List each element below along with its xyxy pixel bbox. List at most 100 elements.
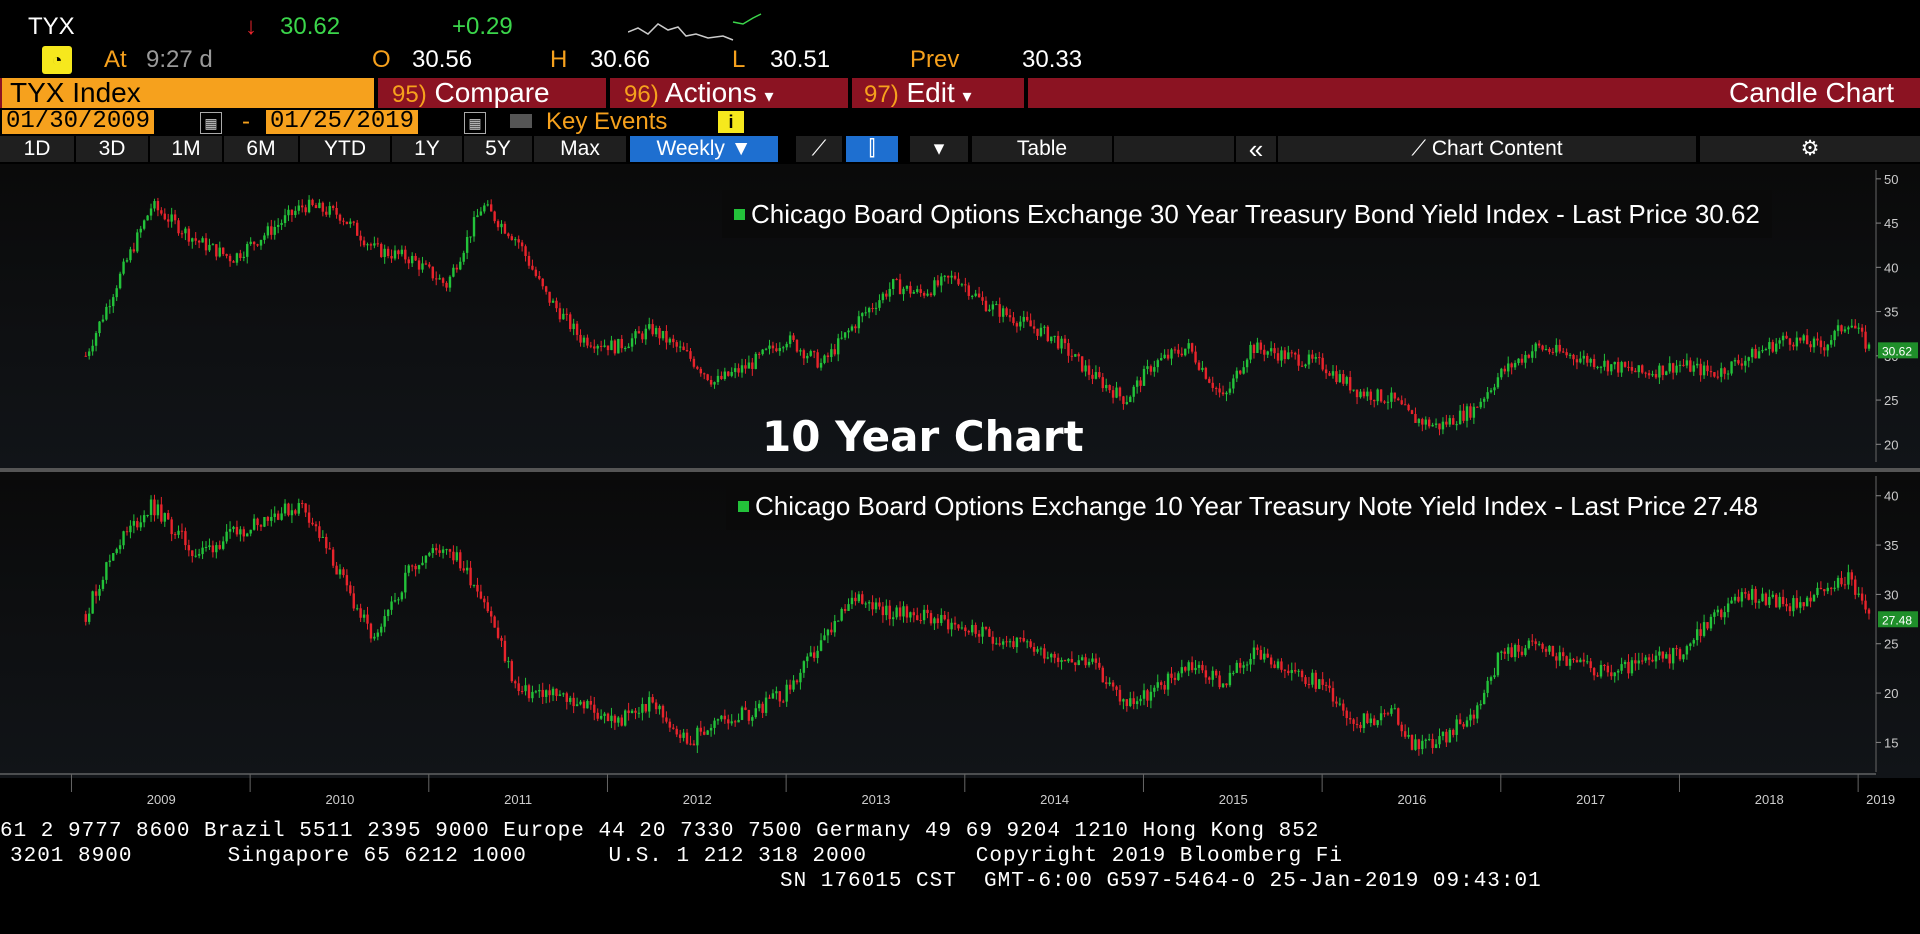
period-ytd[interactable]: YTD — [300, 136, 390, 162]
candle-body — [1359, 391, 1362, 398]
info-icon[interactable]: i — [718, 111, 744, 133]
candle-body — [685, 350, 689, 352]
chart-options-dropdown[interactable]: ▾ — [910, 136, 968, 162]
candle-body — [1400, 400, 1403, 405]
period-max[interactable]: Max — [534, 136, 626, 162]
gear-icon[interactable]: ⚙ — [1700, 136, 1920, 162]
collapse-button[interactable]: « — [1236, 136, 1276, 162]
period-5y[interactable]: 5Y — [464, 136, 532, 162]
candle-body — [1204, 367, 1208, 379]
candle-body — [843, 332, 847, 338]
candle-body — [1785, 603, 1788, 607]
candle-body — [802, 350, 806, 359]
start-date-field[interactable]: 01/30/2009 — [2, 110, 155, 134]
candle-body — [1414, 413, 1417, 423]
candle-body — [682, 346, 685, 351]
candle-body — [1190, 343, 1194, 352]
x-tick-label: 2011 — [504, 792, 532, 807]
key-events-label[interactable]: Key Events — [546, 108, 668, 135]
candle-body — [489, 611, 493, 617]
candle-body — [362, 240, 366, 246]
candle-body — [235, 253, 239, 263]
candle-body — [500, 637, 503, 641]
candle-body — [1479, 704, 1482, 706]
security-field[interactable]: TYX Index — [2, 78, 374, 108]
candle-body — [1180, 353, 1184, 356]
period-1y[interactable]: 1Y — [392, 136, 462, 162]
candle-body — [1156, 682, 1159, 688]
candle-body — [1452, 729, 1455, 735]
key-events-checkbox[interactable] — [510, 114, 532, 128]
candle-body — [1534, 343, 1537, 352]
candle-body — [1579, 659, 1582, 663]
x-tick-label: 2010 — [325, 792, 354, 807]
candle-body — [259, 239, 263, 246]
candle-body — [390, 256, 393, 259]
y-tick-label: 45 — [1884, 216, 1898, 231]
candle-body — [991, 304, 995, 310]
candle-body — [1335, 701, 1338, 704]
period-3d[interactable]: 3D — [76, 136, 148, 162]
candle-body — [149, 499, 153, 515]
candle-body — [1682, 364, 1685, 366]
chart-content-icon: ⟋ — [1411, 137, 1427, 160]
candle-body — [785, 684, 788, 702]
candle-body — [1331, 688, 1335, 702]
candle-body — [1043, 326, 1046, 328]
panel-divider[interactable] — [0, 468, 1920, 472]
period-1m[interactable]: 1M — [150, 136, 222, 162]
candle-body — [1115, 686, 1118, 690]
candle-body — [352, 221, 355, 223]
candle-body — [1307, 683, 1311, 685]
candle-body — [569, 314, 572, 330]
candle-body — [644, 328, 648, 340]
period-6m[interactable]: 6M — [224, 136, 298, 162]
candle-body — [1015, 323, 1019, 327]
candle-body — [706, 730, 709, 735]
candle-body — [757, 353, 761, 355]
candle-body — [1510, 647, 1513, 658]
footer-line-2: 3201 8900 Singapore 65 6212 1000 U.S. 1 … — [10, 845, 1344, 868]
calendar-icon[interactable]: ▦ — [200, 112, 222, 134]
candle-body — [699, 727, 702, 732]
table-button[interactable]: Table — [972, 136, 1112, 162]
candle-body — [974, 293, 977, 296]
chart-content-button[interactable]: ⟋ Chart Content — [1278, 136, 1696, 162]
candle-body — [1637, 365, 1640, 373]
candle-body — [1565, 656, 1568, 666]
frequency-dropdown[interactable]: Weekly ▼ — [630, 136, 778, 162]
period-1d[interactable]: 1D — [0, 136, 74, 162]
candle-body — [184, 531, 187, 546]
candle-body — [191, 550, 194, 557]
candle-body — [1242, 665, 1245, 668]
candle-body — [438, 550, 441, 553]
candle-body — [524, 246, 527, 256]
calendar-icon[interactable]: ▦ — [464, 112, 486, 134]
candle-body — [984, 626, 988, 629]
actions-button[interactable]: 96) Actions ▾ — [624, 78, 844, 108]
candle-body — [1397, 708, 1400, 725]
candle-body — [1520, 358, 1524, 363]
edit-button[interactable]: 97) Edit ▾ — [864, 78, 1024, 108]
candle-body — [170, 214, 173, 222]
compare-button[interactable]: 95) Compare — [392, 78, 602, 108]
candle-body — [1524, 648, 1527, 655]
candle-chart-icon[interactable]: ⫿ — [846, 136, 898, 162]
candle-body — [1225, 683, 1228, 686]
candle-body — [1737, 360, 1740, 364]
candle-body — [335, 565, 338, 575]
end-date-field[interactable]: 01/25/2019 — [266, 110, 419, 134]
candle-body — [575, 323, 579, 335]
candle-body — [1318, 357, 1321, 359]
candle-body — [929, 293, 933, 296]
candle-body — [428, 264, 431, 267]
candle-body — [1232, 378, 1235, 389]
line-chart-icon[interactable]: ⟋ — [796, 136, 842, 162]
chart-type-title: Candle Chart — [1729, 77, 1894, 108]
candle-body — [713, 720, 716, 728]
candle-body — [520, 690, 524, 692]
gauge-icon[interactable]: ◔ — [42, 46, 72, 74]
candle-body — [1555, 656, 1558, 661]
candle-body — [1173, 349, 1177, 351]
candle-body — [1496, 377, 1500, 388]
